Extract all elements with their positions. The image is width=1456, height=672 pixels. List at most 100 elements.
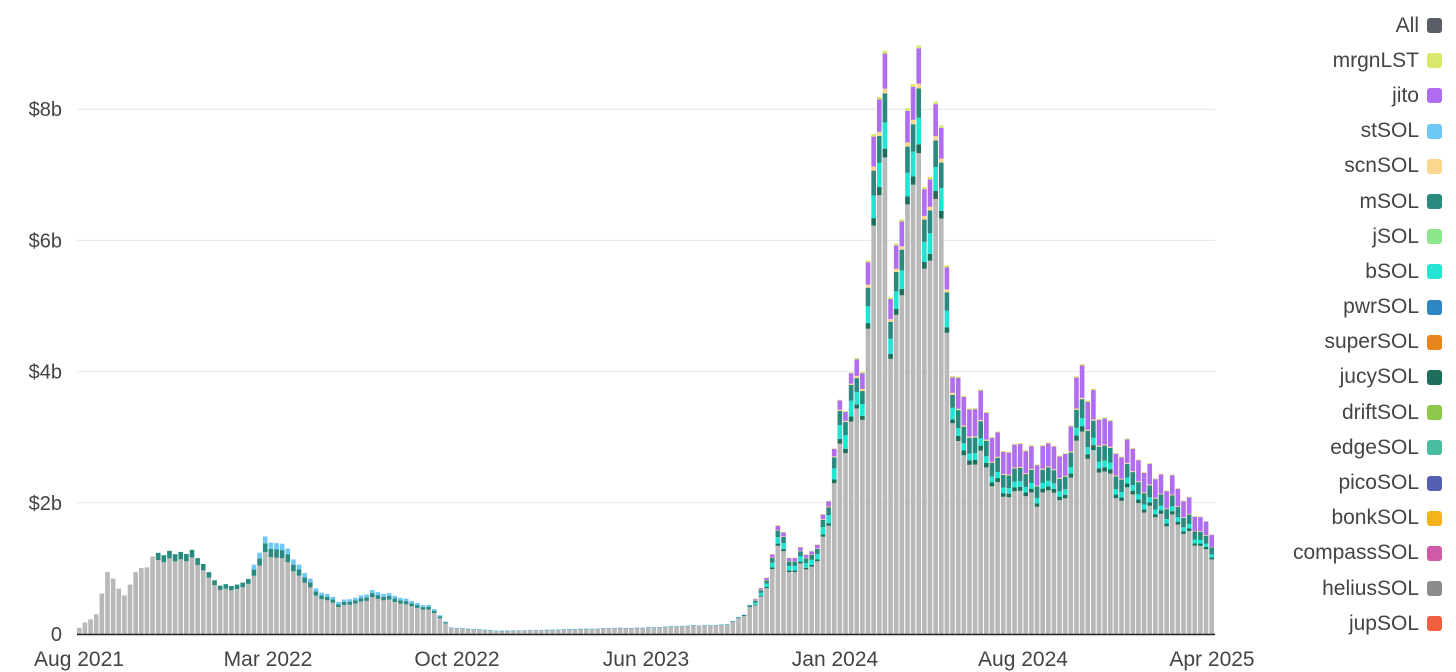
legend-item[interactable]: edgeSOL bbox=[1182, 430, 1442, 465]
bar-segment-jito bbox=[1181, 501, 1186, 518]
bar-segment-mrgnLST bbox=[944, 265, 950, 268]
bar-segment-mSOL bbox=[747, 605, 753, 608]
bar-segment-bSOL bbox=[1158, 505, 1164, 511]
bar-segment-scnSOL bbox=[927, 206, 933, 211]
bar-segment-bSOL bbox=[1091, 437, 1096, 446]
bar-segment-scnSOL bbox=[1181, 517, 1186, 518]
bar-segment-mSOL bbox=[1136, 482, 1141, 495]
bar-segment-base bbox=[330, 602, 336, 634]
bar-segment-mrgnLST bbox=[1023, 450, 1029, 452]
bars bbox=[77, 45, 1214, 635]
bar-segment-scnSOL bbox=[972, 436, 978, 438]
bar-segment-mrgnLST bbox=[860, 371, 865, 374]
bar-segment-mSOL bbox=[1079, 399, 1085, 419]
bar-segment-stSOL bbox=[702, 624, 707, 626]
legend-item[interactable]: mrgnLST bbox=[1182, 43, 1442, 78]
bar-segment-base bbox=[905, 204, 910, 635]
legend-item[interactable]: All bbox=[1182, 8, 1442, 43]
bar-segment-mSOL bbox=[888, 321, 893, 339]
bar-segment-scnSOL bbox=[786, 561, 792, 562]
bar-segment-mrgnLST bbox=[888, 297, 893, 299]
bar-segment-jucySOL bbox=[871, 218, 876, 226]
bar-segment-mSOL bbox=[415, 605, 420, 608]
bar-segment-stSOL bbox=[279, 543, 285, 551]
legend-item[interactable]: jupSOL bbox=[1182, 606, 1442, 641]
bar-segment-base bbox=[1085, 458, 1091, 634]
bar-segment-base bbox=[646, 627, 651, 634]
bar-segment-base bbox=[803, 569, 809, 634]
bar-segment-base bbox=[538, 630, 544, 634]
bar-segment-jito bbox=[876, 99, 882, 132]
legend-item[interactable]: jSOL bbox=[1182, 219, 1442, 254]
legend-item[interactable]: bSOL bbox=[1182, 254, 1442, 289]
bar-segment-base bbox=[910, 184, 916, 634]
bar-segment-bSOL bbox=[831, 468, 837, 480]
bar-segment-jito bbox=[1130, 448, 1136, 472]
bar-segment-stSOL bbox=[319, 592, 324, 596]
bar-segment-base bbox=[685, 626, 691, 634]
bar-segment-jito bbox=[1006, 452, 1012, 475]
bar-segment-stSOL bbox=[476, 629, 482, 630]
legend-item[interactable]: picoSOL bbox=[1182, 465, 1442, 500]
bar-segment-mSOL bbox=[307, 582, 313, 588]
bar-segment-mSOL bbox=[984, 440, 989, 457]
legend-swatch-icon bbox=[1427, 369, 1442, 385]
legend-item[interactable]: compassSOL bbox=[1182, 536, 1442, 571]
bar-segment-scnSOL bbox=[1062, 475, 1068, 477]
bar-segment-mSOL bbox=[1198, 531, 1203, 541]
legend-item[interactable]: stSOL bbox=[1182, 114, 1442, 149]
bar-segment-jito bbox=[1023, 451, 1029, 474]
bar-segment-mSOL bbox=[1158, 494, 1164, 506]
bar-segment-base bbox=[950, 423, 955, 634]
legend-item[interactable]: driftSOL bbox=[1182, 395, 1442, 430]
bar-segment-base bbox=[336, 607, 341, 634]
legend-swatch-icon bbox=[1427, 510, 1442, 526]
bar-segment-base bbox=[865, 328, 871, 634]
bar-segment-mrgnLST bbox=[995, 431, 1000, 433]
bar-segment-base bbox=[916, 153, 922, 634]
bar-segment-scnSOL bbox=[1130, 471, 1136, 473]
bar-segment-base bbox=[736, 618, 741, 634]
bar-segment-scnSOL bbox=[1158, 493, 1164, 495]
legend-item[interactable]: pwrSOL bbox=[1182, 290, 1442, 325]
bar-segment-base bbox=[150, 556, 155, 634]
bar-segment-base bbox=[510, 630, 516, 634]
legend-item[interactable]: jito bbox=[1182, 78, 1442, 113]
bar-segment-mrgnLST bbox=[955, 376, 961, 378]
x-axis-ticks: Aug 2021 Mar 2022 Oct 2022 Jun 2023 Jan 2024… bbox=[34, 648, 1255, 671]
bar-segment-stSOL bbox=[336, 601, 341, 605]
legend-item[interactable]: jucySOL bbox=[1182, 360, 1442, 395]
bar-segment-jito bbox=[989, 438, 995, 462]
bar-segment-mrgnLST bbox=[820, 514, 826, 515]
bar-segment-jito bbox=[865, 262, 871, 285]
legend-item[interactable]: mSOL bbox=[1182, 184, 1442, 219]
bar-segment-base bbox=[144, 567, 150, 634]
bar-segment-mSOL bbox=[1000, 474, 1006, 488]
bar-segment-mSOL bbox=[803, 558, 809, 563]
legend-item[interactable]: scnSOL bbox=[1182, 149, 1442, 184]
bar-segment-mrgnLST bbox=[1012, 443, 1017, 445]
bar-segment-scnSOL bbox=[961, 425, 967, 427]
bar-segment-base bbox=[984, 467, 989, 634]
bar-segment-bSOL bbox=[1153, 509, 1158, 515]
bar-segment-jito bbox=[938, 128, 944, 159]
bar-segment-base bbox=[431, 613, 437, 634]
legend-item[interactable]: bonkSOL bbox=[1182, 501, 1442, 536]
bar-segment-mSOL bbox=[251, 569, 257, 576]
bar-segment-jito bbox=[1158, 474, 1164, 494]
legend-item[interactable]: superSOL bbox=[1182, 325, 1442, 360]
bar-segment-mSOL bbox=[922, 219, 927, 242]
bar-segment-jito bbox=[1175, 488, 1181, 507]
bar-segment-scnSOL bbox=[916, 83, 922, 89]
legend-swatch-icon bbox=[1427, 53, 1442, 69]
legend-item[interactable]: heliusSOL bbox=[1182, 571, 1442, 606]
bar-segment-jucySOL bbox=[978, 445, 984, 451]
bar-segment-stSOL bbox=[747, 604, 753, 606]
bar-segment-mSOL bbox=[431, 610, 437, 614]
bar-segment-stSOL bbox=[313, 588, 319, 592]
bar-segment-bSOL bbox=[1181, 527, 1186, 532]
bar-segment-scnSOL bbox=[1107, 446, 1113, 448]
bar-segment-base bbox=[1130, 494, 1136, 634]
bar-segment-jito bbox=[1153, 479, 1158, 498]
bar-segment-base bbox=[713, 625, 719, 634]
